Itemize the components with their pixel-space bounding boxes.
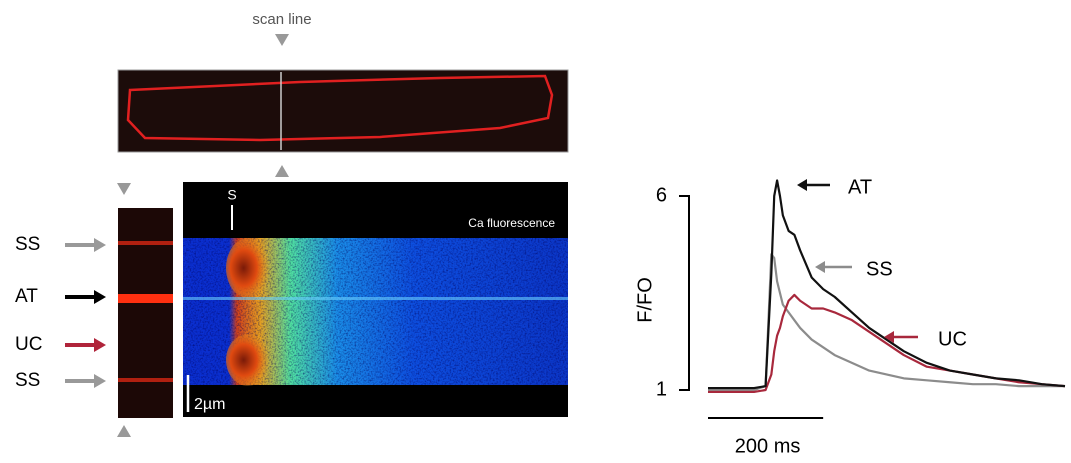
series-arrowhead [884, 331, 894, 343]
profile-label: UC [15, 334, 42, 355]
trace [708, 179, 1066, 390]
image-label: Ca fluorescence [468, 216, 555, 230]
series-label: SS [866, 258, 893, 280]
hotspot [226, 334, 270, 386]
arrowhead [275, 34, 289, 46]
series-label: UC [938, 328, 967, 350]
hotspot [226, 238, 270, 298]
trace-chart: 1 6 200 ms AT SS UC [656, 176, 1066, 457]
y-tick-label: 6 [656, 184, 667, 206]
time-scale-label: 200 ms [735, 435, 801, 457]
scan-band [183, 297, 568, 300]
profile-label: SS [15, 370, 40, 391]
cell-outline [126, 74, 554, 142]
trace [708, 293, 1066, 394]
profile-arrows [65, 238, 106, 388]
arrowhead [275, 165, 289, 177]
arrowhead [117, 425, 131, 437]
band [118, 241, 173, 245]
series-arrowhead [815, 261, 825, 273]
stim-label: S [227, 187, 236, 203]
series-arrowhead [797, 179, 807, 191]
y-axis-label: F/FO [634, 277, 656, 323]
scan-label: scan line [252, 11, 311, 28]
band [118, 294, 173, 303]
y-tick-label: 1 [656, 378, 667, 400]
arrowhead [117, 183, 131, 195]
profile-label: AT [15, 286, 38, 307]
profile-strip [118, 208, 173, 418]
series-label: AT [848, 176, 872, 198]
profile-label: SS [15, 234, 40, 255]
band [118, 378, 173, 382]
length-scale-label: 2µm [194, 396, 225, 413]
